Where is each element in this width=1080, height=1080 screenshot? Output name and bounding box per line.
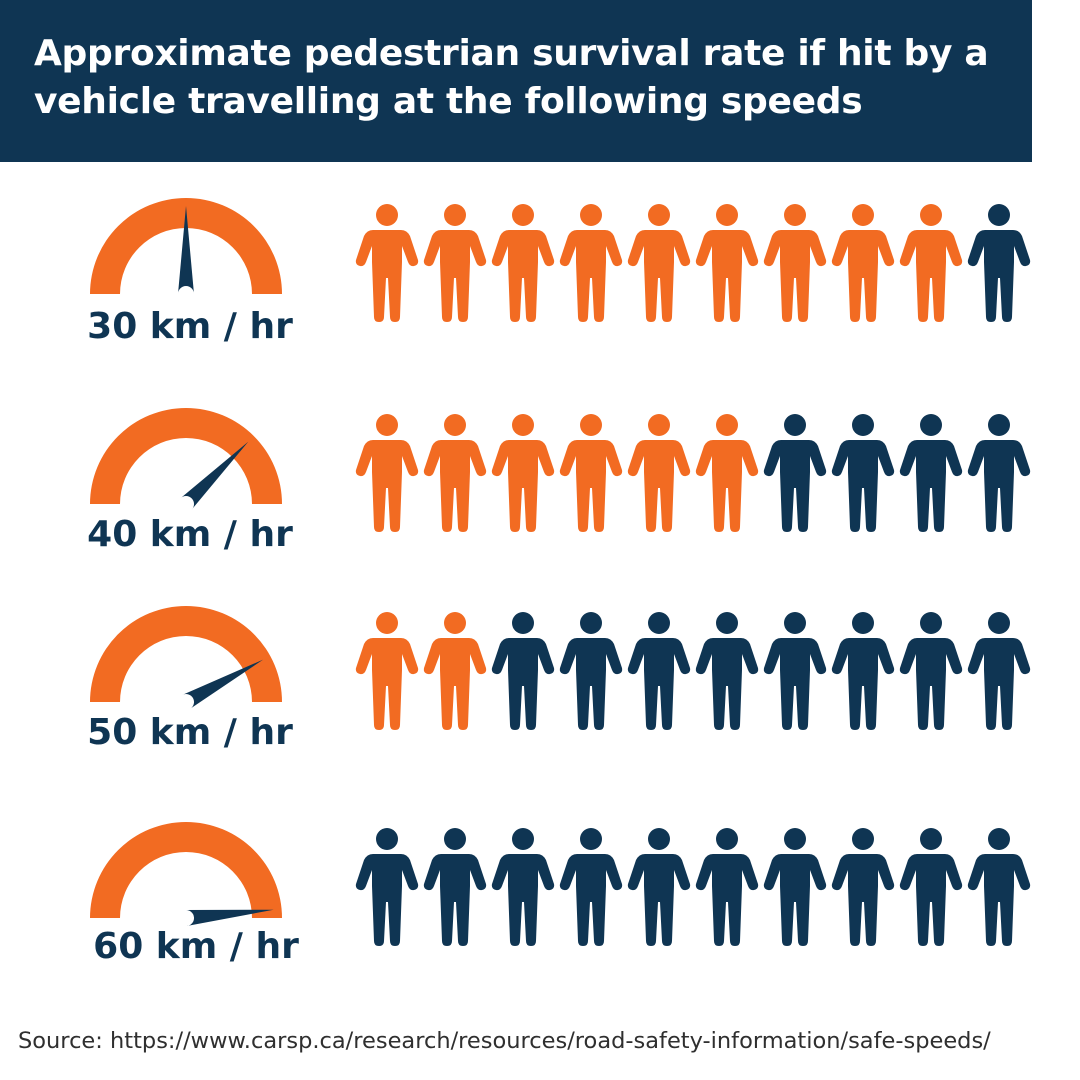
- people-group: [350, 204, 1040, 324]
- speed-label: 50 km / hr: [87, 712, 293, 753]
- page-title: Approximate pedestrian survival rate if …: [34, 33, 989, 122]
- people-group: [350, 828, 1040, 948]
- person-icon: [967, 612, 1031, 730]
- person-icon: [355, 414, 419, 532]
- person-icon: [423, 414, 487, 532]
- person-icon: [355, 828, 419, 946]
- person-icon: [355, 612, 419, 730]
- gauge-arc: [90, 408, 282, 504]
- person-icon: [695, 828, 759, 946]
- person-icon: [423, 204, 487, 322]
- person-icon: [423, 612, 487, 730]
- gauge-needle: [182, 659, 264, 710]
- person-icon: [763, 612, 827, 730]
- header-banner: Approximate pedestrian survival rate if …: [0, 0, 1032, 162]
- speed-label: 30 km / hr: [87, 306, 293, 347]
- gauge-needle: [178, 206, 194, 294]
- speed-row-40: 40 km / hr: [0, 406, 1080, 596]
- person-icon: [423, 828, 487, 946]
- speedometer-icon: [90, 408, 282, 510]
- person-icon: [627, 828, 691, 946]
- gauge-arc: [90, 822, 282, 918]
- person-icon: [831, 204, 895, 322]
- person-icon: [695, 612, 759, 730]
- source-citation: Source: https://www.carsp.ca/research/re…: [18, 1028, 991, 1054]
- person-icon: [763, 828, 827, 946]
- speed-row-60: 60 km / hr: [0, 820, 1080, 1010]
- person-icon: [967, 204, 1031, 322]
- person-icon: [763, 414, 827, 532]
- person-icon: [559, 828, 623, 946]
- person-icon: [899, 828, 963, 946]
- person-icon: [627, 414, 691, 532]
- person-icon: [763, 204, 827, 322]
- person-icon: [967, 414, 1031, 532]
- person-icon: [491, 612, 555, 730]
- person-icon: [899, 414, 963, 532]
- person-icon: [491, 204, 555, 322]
- person-icon: [831, 612, 895, 730]
- speed-label: 40 km / hr: [87, 514, 293, 555]
- speedometer-icon: [90, 198, 282, 294]
- gauge-arc: [90, 606, 282, 702]
- person-icon: [491, 828, 555, 946]
- person-icon: [355, 204, 419, 322]
- person-icon: [831, 828, 895, 946]
- speed-label: 60 km / hr: [93, 926, 299, 967]
- person-icon: [559, 612, 623, 730]
- gauge-needle: [185, 909, 274, 926]
- people-group: [350, 414, 1040, 534]
- people-group: [350, 612, 1040, 732]
- person-icon: [695, 204, 759, 322]
- person-icon: [559, 414, 623, 532]
- speed-row-50: 50 km / hr: [0, 604, 1080, 794]
- person-icon: [899, 204, 963, 322]
- person-icon: [899, 612, 963, 730]
- person-icon: [559, 204, 623, 322]
- person-icon: [627, 612, 691, 730]
- person-icon: [831, 414, 895, 532]
- speedometer-icon: [90, 606, 282, 710]
- gauge-arc: [90, 198, 282, 294]
- speedometer-icon: [90, 822, 282, 926]
- person-icon: [491, 414, 555, 532]
- speed-row-30: 30 km / hr: [0, 196, 1080, 386]
- gauge-needle: [180, 441, 249, 510]
- person-icon: [967, 828, 1031, 946]
- person-icon: [695, 414, 759, 532]
- person-icon: [627, 204, 691, 322]
